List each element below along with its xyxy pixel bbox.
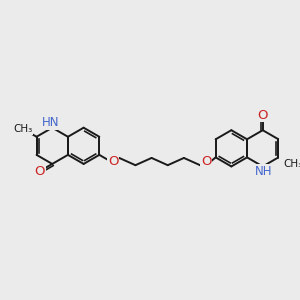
Text: O: O: [257, 109, 268, 122]
Text: NH: NH: [255, 165, 273, 178]
Text: CH₃: CH₃: [283, 159, 300, 170]
Text: HN: HN: [42, 116, 60, 129]
Text: O: O: [201, 155, 211, 168]
Text: CH₃: CH₃: [14, 124, 33, 134]
Text: O: O: [108, 155, 119, 168]
Text: O: O: [34, 165, 45, 178]
